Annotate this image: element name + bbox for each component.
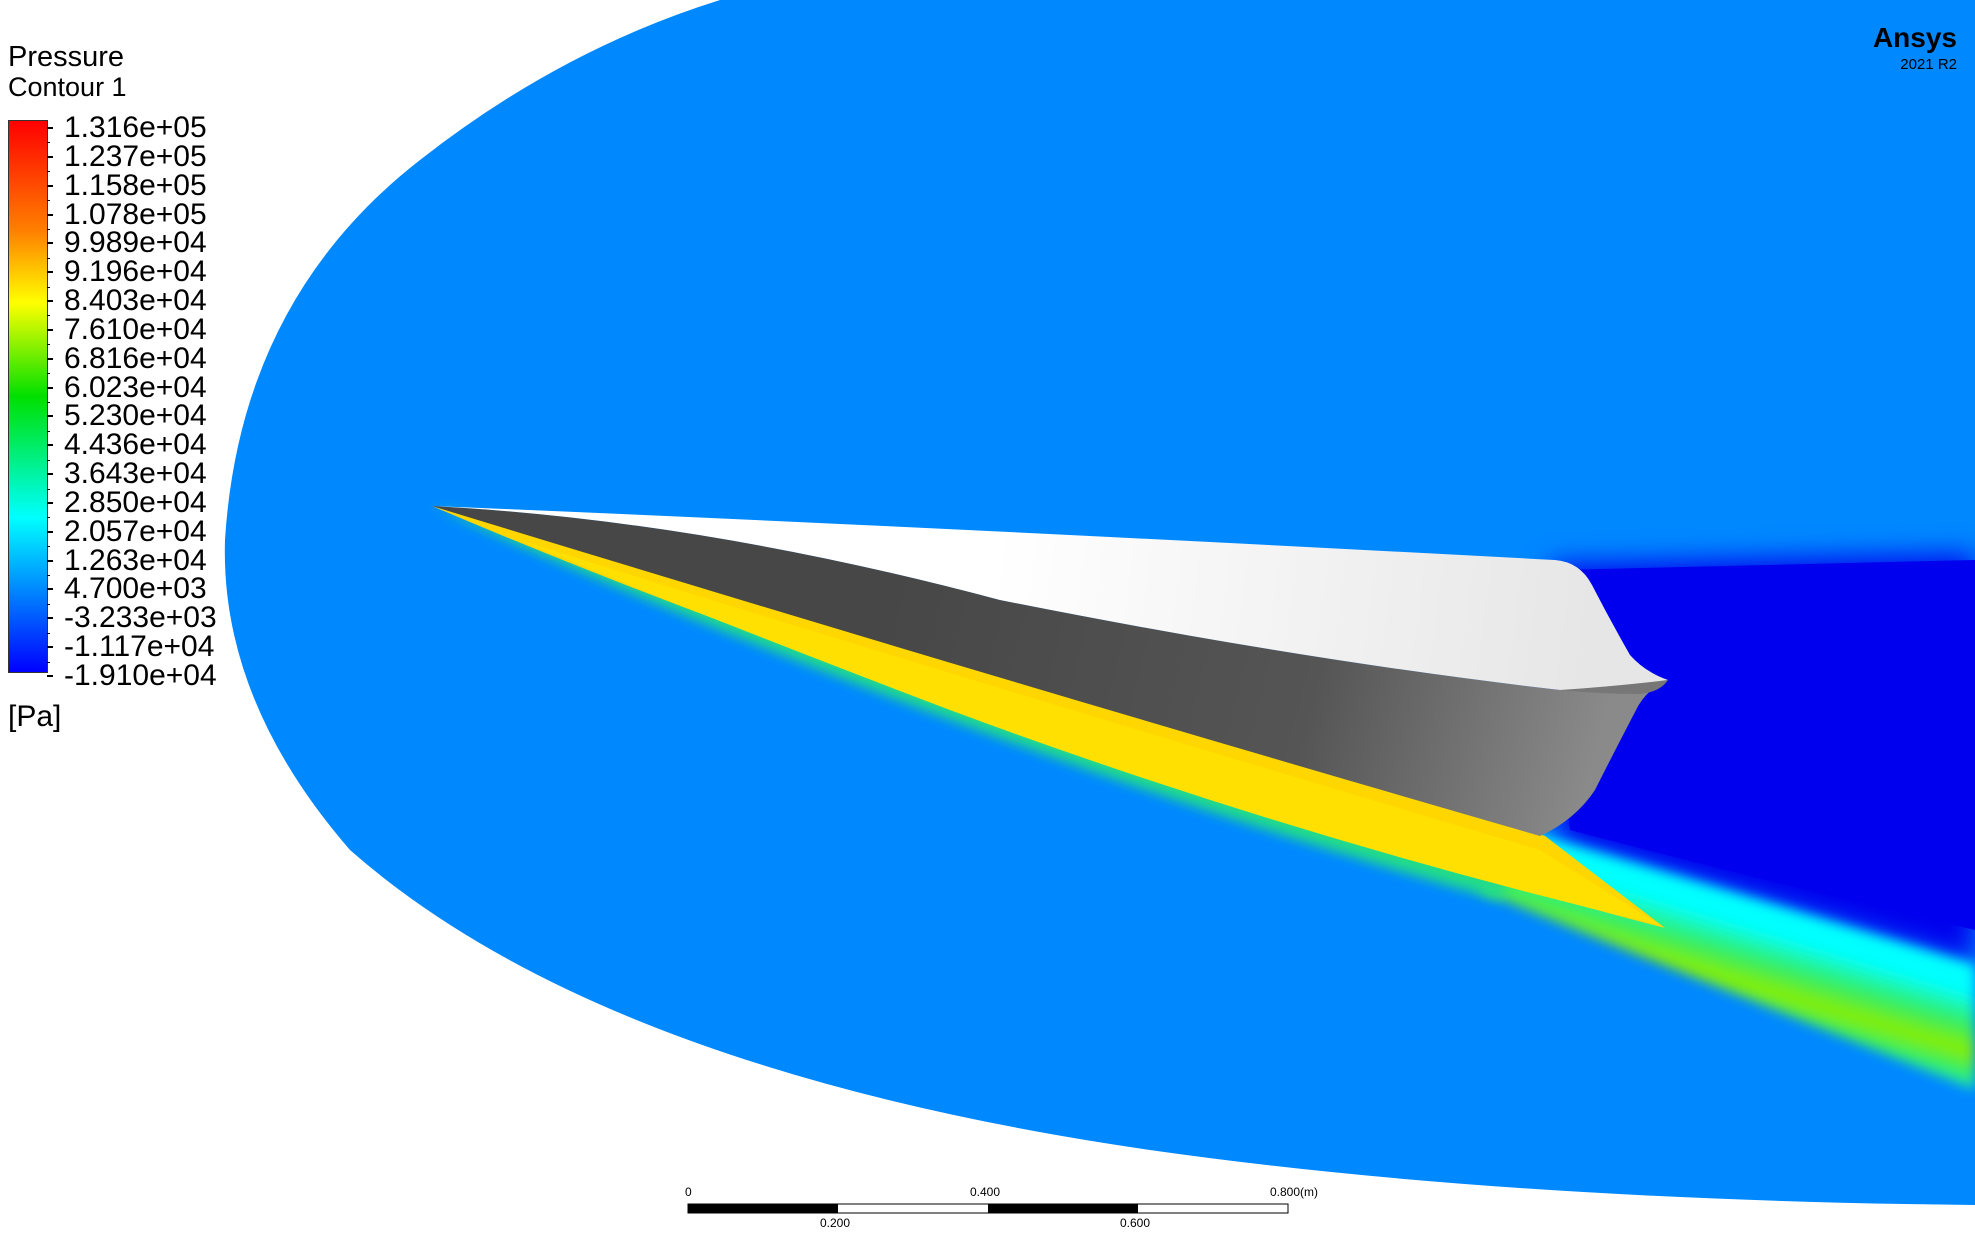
legend-minor-tick bbox=[47, 459, 50, 461]
legend-color-bar bbox=[8, 120, 48, 673]
legend-label: -1.117e+04 bbox=[64, 630, 215, 664]
legend-minor-tick bbox=[47, 228, 50, 230]
legend-minor-tick bbox=[47, 661, 50, 663]
legend-label: 9.196e+04 bbox=[64, 255, 207, 289]
legend-tick bbox=[47, 155, 53, 158]
legend-minor-tick bbox=[47, 373, 50, 375]
legend-label: 5.230e+04 bbox=[64, 399, 207, 433]
legend-tick bbox=[47, 617, 53, 620]
legend-tick bbox=[47, 242, 53, 245]
legend-label: 2.850e+04 bbox=[64, 485, 207, 519]
legend-subtitle: Contour 1 bbox=[8, 72, 127, 102]
scale-bar-unit: (m) bbox=[1300, 1185, 1318, 1199]
legend-label: 9.989e+04 bbox=[64, 226, 207, 260]
legend-label: 4.436e+04 bbox=[64, 428, 207, 462]
legend-tick bbox=[47, 675, 53, 677]
legend-minor-tick bbox=[47, 546, 50, 548]
legend-minor-tick bbox=[47, 632, 50, 634]
legend-minor-tick bbox=[47, 517, 50, 519]
legend-minor-tick bbox=[47, 402, 50, 403]
legend-tick bbox=[47, 213, 53, 216]
legend-label: -3.233e+03 bbox=[64, 601, 217, 635]
scale-bar-label: 0.200 bbox=[820, 1216, 851, 1230]
legend-label: 3.643e+04 bbox=[64, 457, 207, 491]
legend-label: 1.263e+04 bbox=[64, 543, 207, 577]
shock-layer-highlight bbox=[520, 540, 1660, 925]
legend-tick bbox=[47, 473, 53, 476]
legend-minor-tick bbox=[47, 257, 50, 259]
legend-label: 4.700e+03 bbox=[64, 572, 207, 606]
legend-tick bbox=[47, 559, 53, 562]
legend-label: 2.057e+04 bbox=[64, 514, 207, 548]
legend-label: -1.910e+04 bbox=[64, 659, 217, 692]
legend-minor-tick bbox=[47, 200, 50, 202]
scale-bar-label: 0 bbox=[685, 1185, 692, 1199]
legend-tick bbox=[47, 328, 53, 331]
legend-label: 6.023e+04 bbox=[64, 370, 207, 404]
legend-label: 7.610e+04 bbox=[64, 312, 207, 346]
legend-minor-tick bbox=[47, 315, 50, 317]
legend-label: 1.078e+05 bbox=[64, 197, 207, 231]
legend-minor-tick bbox=[47, 575, 50, 577]
legend-tick bbox=[47, 415, 53, 418]
brand-version: 2021 R2 bbox=[1900, 56, 1957, 73]
scale-bar-label: 0.600 bbox=[1120, 1216, 1151, 1230]
legend-tick bbox=[47, 530, 53, 533]
legend-tick bbox=[47, 386, 53, 389]
scale-bar-label: 0.800 bbox=[1270, 1185, 1301, 1199]
legend-label: 1.158e+05 bbox=[64, 168, 207, 202]
legend-tick bbox=[47, 588, 53, 591]
legend-tick bbox=[47, 271, 53, 274]
vehicle-upper-surface bbox=[432, 506, 1668, 690]
vehicle-underside bbox=[432, 506, 1668, 836]
legend-minor-tick bbox=[47, 488, 50, 490]
legend-label: 1.316e+05 bbox=[64, 111, 207, 144]
wake-core bbox=[1555, 560, 1975, 930]
legend-unit: [Pa] bbox=[8, 700, 62, 733]
brand-logo: Ansys bbox=[1872, 22, 1957, 53]
scale-bar bbox=[687, 1203, 1289, 1214]
vehicle-edge bbox=[1560, 680, 1668, 694]
legend-tick bbox=[47, 444, 53, 447]
legend-tick bbox=[47, 127, 53, 129]
legend-tick bbox=[47, 357, 53, 360]
legend-minor-tick bbox=[47, 603, 50, 605]
legend-title: Pressure bbox=[8, 41, 125, 73]
legend-tick bbox=[47, 184, 53, 187]
legend-minor-tick bbox=[47, 344, 50, 346]
legend-label: 6.816e+04 bbox=[64, 341, 207, 375]
legend-minor-tick bbox=[47, 171, 50, 173]
legend-minor-tick bbox=[47, 430, 50, 432]
legend-label: 8.403e+04 bbox=[64, 284, 207, 318]
legend-tick bbox=[47, 646, 53, 649]
scale-bar-label: 0.400 bbox=[970, 1185, 1001, 1199]
legend-minor-tick bbox=[47, 286, 50, 288]
legend-minor-tick bbox=[47, 142, 50, 144]
legend-label: 1.237e+05 bbox=[64, 139, 207, 173]
legend-tick bbox=[47, 501, 53, 504]
legend-tick bbox=[47, 300, 53, 303]
